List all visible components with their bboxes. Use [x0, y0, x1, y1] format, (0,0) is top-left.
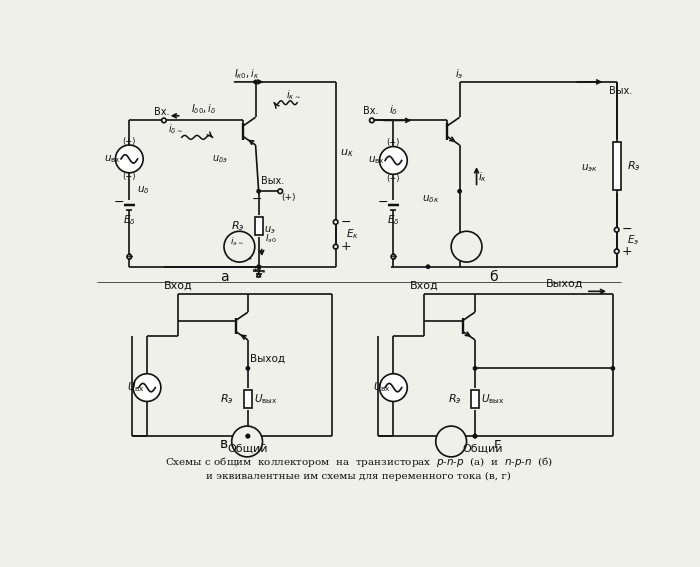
Circle shape [162, 118, 167, 122]
Text: −: − [252, 192, 262, 205]
Text: (−): (−) [122, 172, 136, 181]
Text: $u_{\mathit{эк}}$: $u_{\mathit{эк}}$ [581, 162, 598, 174]
Text: (+): (+) [281, 193, 296, 202]
Text: $U_{\text{вых}}$: $U_{\text{вых}}$ [481, 392, 505, 406]
Text: (+): (+) [386, 138, 400, 147]
Text: $i_{\kappa\sim}$: $i_{\kappa\sim}$ [286, 88, 301, 102]
Text: $E_\delta$: $E_\delta$ [387, 214, 400, 227]
Text: и эквивалентные им схемы для переменного тока (в, г): и эквивалентные им схемы для переменного… [206, 472, 511, 481]
Text: Схемы с общим  коллектором  на  транзисторах  $p$-$n$-$p$  (а)  и  $n$-$p$-$n$  : Схемы с общим коллектором на транзистора… [164, 455, 553, 469]
Text: $u_\mathit{э}$: $u_\mathit{э}$ [264, 224, 276, 236]
Text: $u_{\text{вх}}$: $u_{\text{вх}}$ [104, 153, 121, 165]
Text: $R_\mathit{э}$: $R_\mathit{э}$ [220, 392, 234, 406]
Text: г: г [494, 437, 501, 451]
Circle shape [232, 426, 262, 457]
Circle shape [473, 434, 477, 438]
Bar [471, 390, 479, 408]
Circle shape [127, 255, 132, 259]
Text: Вход: Вход [163, 280, 193, 290]
Text: $E_\mathit{э}$: $E_\mathit{э}$ [626, 234, 639, 247]
Text: $R_\mathit{э}$: $R_\mathit{э}$ [447, 392, 461, 406]
Circle shape [257, 265, 260, 268]
Text: +: + [340, 240, 351, 253]
Text: Вход: Вход [410, 280, 439, 290]
Text: Выход: Выход [250, 353, 285, 363]
Circle shape [615, 249, 619, 253]
Text: $I_{\delta0},i_\delta$: $I_{\delta0},i_\delta$ [190, 102, 216, 116]
Text: $i_э$: $i_э$ [456, 67, 464, 81]
Text: $+$: $+$ [389, 251, 398, 262]
Text: $R_\mathit{э}$: $R_\mathit{э}$ [627, 159, 641, 173]
Text: Вых.: Вых. [261, 176, 284, 186]
Text: $+$: $+$ [125, 251, 134, 262]
Text: Общий: Общий [228, 443, 268, 454]
Text: $I_{э0}$: $I_{э0}$ [265, 232, 277, 246]
Bar [244, 390, 252, 408]
Text: $+i_э$: $+i_э$ [251, 264, 266, 276]
Text: $u_{\delta\kappa}$: $u_{\delta\kappa}$ [421, 193, 439, 205]
Text: −: − [622, 223, 632, 236]
Text: $E_\delta$: $E_\delta$ [123, 214, 136, 227]
Text: $R_\mathit{э}$: $R_\mathit{э}$ [231, 219, 245, 233]
Circle shape [333, 220, 338, 225]
Bar [255, 217, 262, 235]
Text: а: а [220, 270, 228, 285]
Text: Вх.: Вх. [363, 106, 378, 116]
Text: $u_{\delta э}$: $u_{\delta э}$ [212, 153, 228, 165]
Text: −: − [340, 215, 351, 229]
Circle shape [116, 145, 143, 173]
Circle shape [473, 367, 477, 370]
Text: в: в [220, 437, 228, 451]
Circle shape [473, 434, 477, 438]
Circle shape [391, 255, 395, 259]
Circle shape [435, 426, 466, 457]
Text: $i_\kappa$: $i_\kappa$ [478, 171, 487, 184]
Circle shape [426, 265, 430, 268]
Circle shape [611, 367, 615, 370]
Text: Общий: Общий [463, 443, 503, 454]
Text: $u_\delta$: $u_\delta$ [136, 184, 150, 196]
Text: $i_{\delta\sim}$: $i_{\delta\sim}$ [168, 122, 183, 136]
Text: $I_{\kappa0},i_\kappa$: $I_{\kappa0},i_\kappa$ [234, 67, 260, 81]
Circle shape [246, 434, 250, 438]
Text: $U_{\text{вх}}$: $U_{\text{вх}}$ [127, 380, 145, 395]
Circle shape [133, 374, 161, 401]
Text: $u_\kappa$: $u_\kappa$ [340, 147, 353, 159]
Circle shape [246, 434, 250, 438]
Circle shape [370, 118, 374, 122]
Circle shape [379, 374, 407, 401]
Circle shape [458, 189, 461, 193]
Text: (−): (−) [386, 174, 400, 183]
Text: б: б [489, 270, 498, 285]
Circle shape [333, 244, 338, 249]
Text: (+): (+) [122, 137, 136, 146]
Text: $u_{\text{вх}}$: $u_{\text{вх}}$ [368, 155, 385, 166]
Circle shape [379, 147, 407, 174]
Circle shape [615, 227, 619, 232]
Circle shape [257, 189, 260, 193]
Text: $U_{\text{вх}}$: $U_{\text{вх}}$ [373, 380, 391, 395]
Circle shape [246, 367, 250, 370]
Text: Вх.: Вх. [154, 107, 169, 117]
Text: Вых.: Вых. [609, 86, 632, 96]
Text: Выход: Выход [546, 278, 584, 289]
Circle shape [224, 231, 255, 262]
Text: −: − [113, 196, 124, 209]
Text: −: − [377, 196, 388, 209]
Circle shape [254, 80, 258, 83]
Text: +: + [622, 245, 632, 258]
Bar [613, 142, 621, 190]
Text: $i_{э\sim}$: $i_{э\sim}$ [230, 235, 244, 248]
Text: $i_\delta$: $i_\delta$ [389, 104, 398, 117]
Circle shape [278, 189, 283, 193]
Circle shape [452, 231, 482, 262]
Text: $U_{\text{вых}}$: $U_{\text{вых}}$ [254, 392, 278, 406]
Text: $E_\kappa$: $E_\kappa$ [346, 227, 358, 242]
